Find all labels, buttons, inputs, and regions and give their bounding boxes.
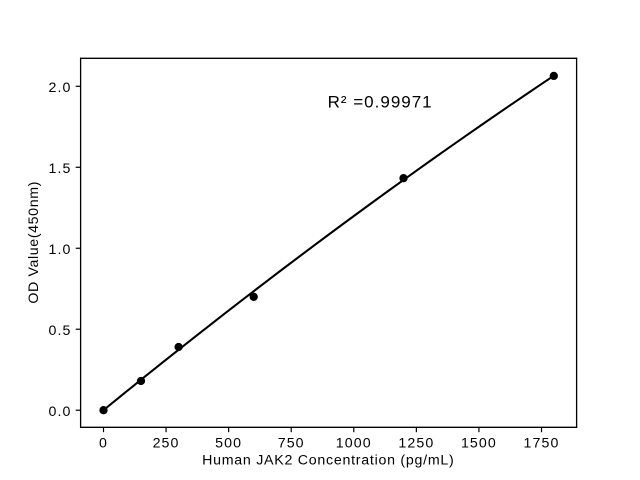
svg-text:2.0: 2.0	[48, 80, 71, 96]
svg-text:1.0: 1.0	[48, 242, 71, 258]
svg-text:500: 500	[215, 436, 242, 452]
svg-text:OD Value(450nm): OD Value(450nm)	[26, 181, 42, 304]
svg-text:250: 250	[153, 436, 180, 452]
svg-text:0: 0	[99, 436, 108, 452]
svg-text:0.0: 0.0	[48, 404, 71, 420]
svg-text:R² =0.99971: R² =0.99971	[328, 93, 433, 112]
svg-text:750: 750	[278, 436, 305, 452]
svg-text:1500: 1500	[461, 436, 497, 452]
svg-text:1.5: 1.5	[48, 161, 71, 177]
svg-text:1250: 1250	[398, 436, 434, 452]
svg-text:Human JAK2 Concentration (pg/m: Human JAK2 Concentration (pg/mL)	[202, 452, 454, 468]
svg-text:1750: 1750	[524, 436, 560, 452]
svg-text:0.5: 0.5	[48, 323, 71, 339]
svg-text:1000: 1000	[336, 436, 372, 452]
